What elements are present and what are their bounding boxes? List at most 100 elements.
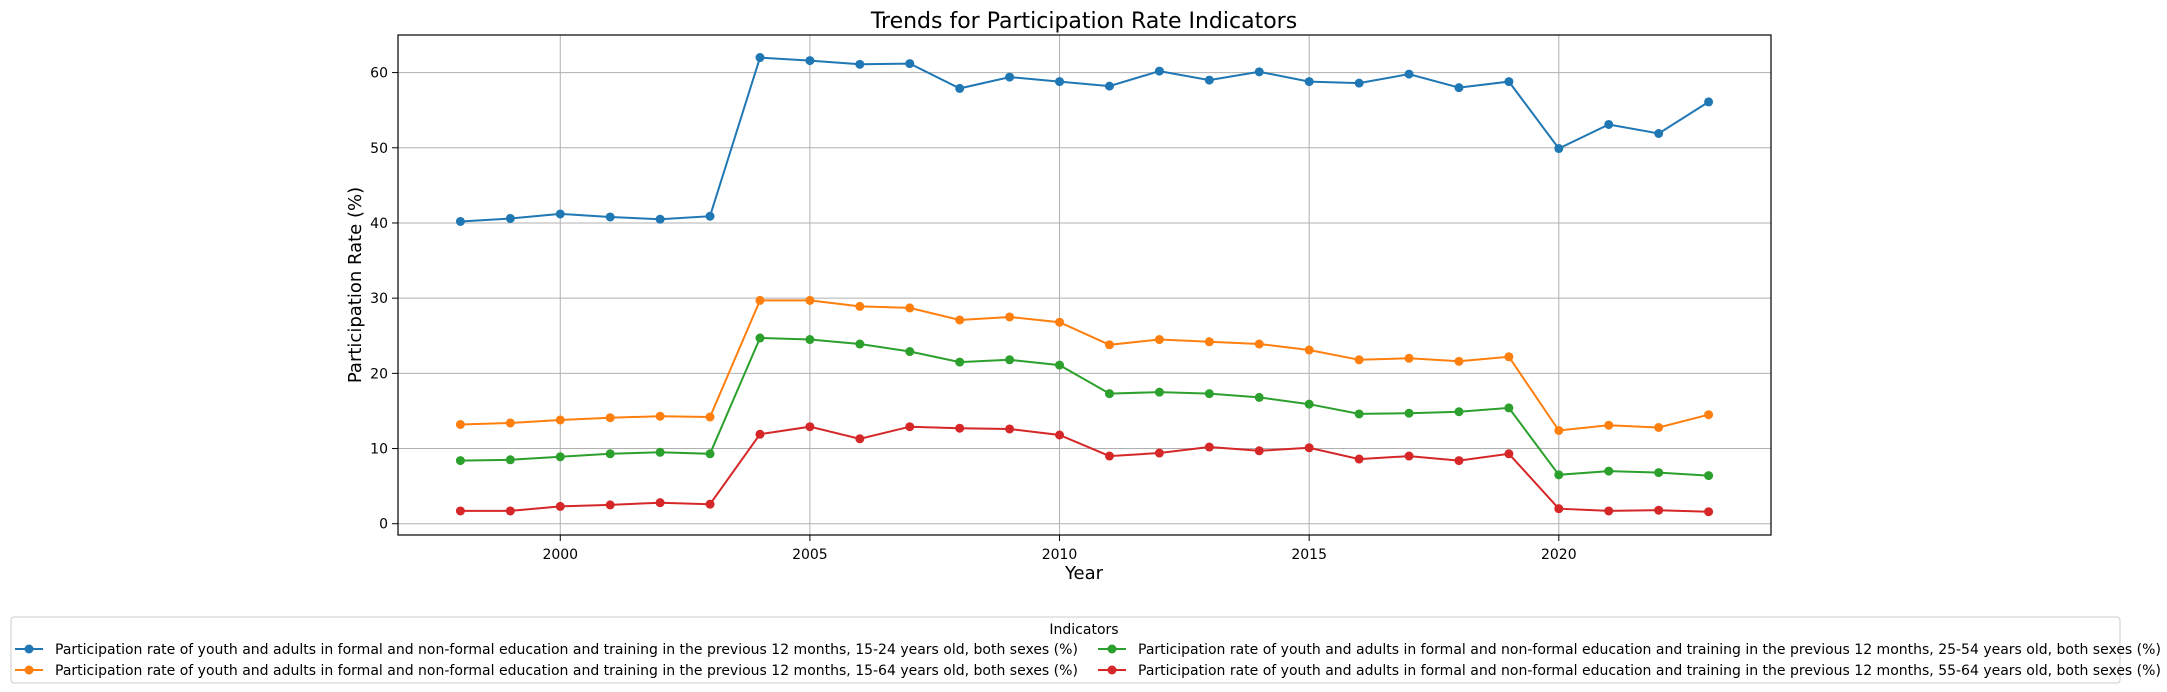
x-axis-ticks: 2000 2005 2010 2015 2020 [542,535,1577,563]
data-point [1254,392,1264,402]
data-point [1654,468,1664,478]
plot-area-frame [397,34,1772,536]
legend-item-3: Participation rate of youth and adults i… [1098,642,2161,658]
data-point [1654,422,1664,432]
legend-item-4: Participation rate of youth and adults i… [1098,663,2161,679]
series-line [460,425,1709,513]
data-point [1154,448,1164,458]
x-tick-label: 2015 [1291,547,1327,563]
data-point [1354,409,1364,419]
data-point [1404,408,1414,418]
data-point [1504,403,1514,413]
legend-frame [10,616,2121,684]
data-point [455,419,465,429]
data-point [905,59,915,69]
data-point [605,500,615,510]
data-point [655,447,665,457]
data-point [1104,340,1114,350]
data-point [605,413,615,423]
legend-label: Participation rate of youth and adults i… [55,642,1078,658]
data-point [1704,471,1714,481]
data-point [1404,69,1414,79]
data-point [955,83,965,93]
data-point [505,506,515,516]
series-4 [455,422,1714,517]
legend-label: Participation rate of youth and adults i… [55,663,1078,679]
data-point [1005,72,1015,82]
data-point [1504,449,1514,459]
data-point [655,498,665,508]
data-point [1304,345,1314,355]
data-point [505,418,515,428]
data-point [955,423,965,433]
data-point [1005,355,1015,365]
data-point [755,53,765,63]
legend-marker [1107,644,1117,654]
data-point [1154,335,1164,345]
data-point [1604,119,1614,129]
data-point [1654,505,1664,515]
data-point [705,449,715,459]
data-point [1254,339,1264,349]
grid-lines [398,35,1771,535]
data-point [455,216,465,226]
data-point [755,429,765,439]
data-point [655,214,665,224]
data-point [1604,420,1614,430]
x-tick-label: 2020 [1541,547,1577,563]
data-point [905,303,915,313]
data-point [1504,352,1514,362]
data-point [755,333,765,343]
data-point [805,422,815,432]
data-point [855,434,865,444]
series-1 [455,53,1714,226]
data-point [855,339,865,349]
data-point [1055,317,1065,327]
y-axis-label: Participation Rate (%) [345,187,366,383]
data-point [1604,506,1614,516]
legend-item-2: Participation rate of youth and adults i… [15,663,1078,679]
data-point [605,449,615,459]
data-point [1554,144,1564,154]
y-axis-ticks: 0 10 20 30 40 50 60 [370,66,398,533]
series-2 [455,295,1714,435]
data-point [1504,77,1514,87]
data-point [1104,389,1114,399]
series-line [460,336,1709,477]
data-point [1254,446,1264,456]
x-axis-label: Year [1064,563,1104,584]
data-point [455,456,465,466]
data-point [755,295,765,305]
data-point [1154,387,1164,397]
data-point [1604,466,1614,476]
y-tick-label: 50 [370,141,388,157]
data-point [1404,353,1414,363]
data-point [1554,470,1564,480]
data-point [1204,442,1214,452]
data-point [805,56,815,66]
legend: Indicators Participation rate of youth a… [10,616,2161,684]
data-point [1354,355,1364,365]
data-point [1104,81,1114,91]
data-point [1204,389,1214,399]
data-point [1454,83,1464,93]
data-point [1454,456,1464,466]
data-point [1454,407,1464,417]
x-tick-label: 2000 [542,547,578,563]
data-point [1005,312,1015,322]
data-point [1154,66,1164,76]
data-point [1354,454,1364,464]
data-point [1554,425,1564,435]
series-3 [455,333,1714,481]
data-point [1704,97,1714,107]
y-tick-label: 0 [379,517,388,533]
legend-item-1: Participation rate of youth and adults i… [15,642,1078,658]
data-point [1204,75,1214,85]
data-point [455,506,465,516]
data-point [655,411,665,421]
y-tick-label: 40 [370,216,388,232]
data-point [1055,360,1065,370]
data-point [705,499,715,509]
data-point [505,455,515,465]
